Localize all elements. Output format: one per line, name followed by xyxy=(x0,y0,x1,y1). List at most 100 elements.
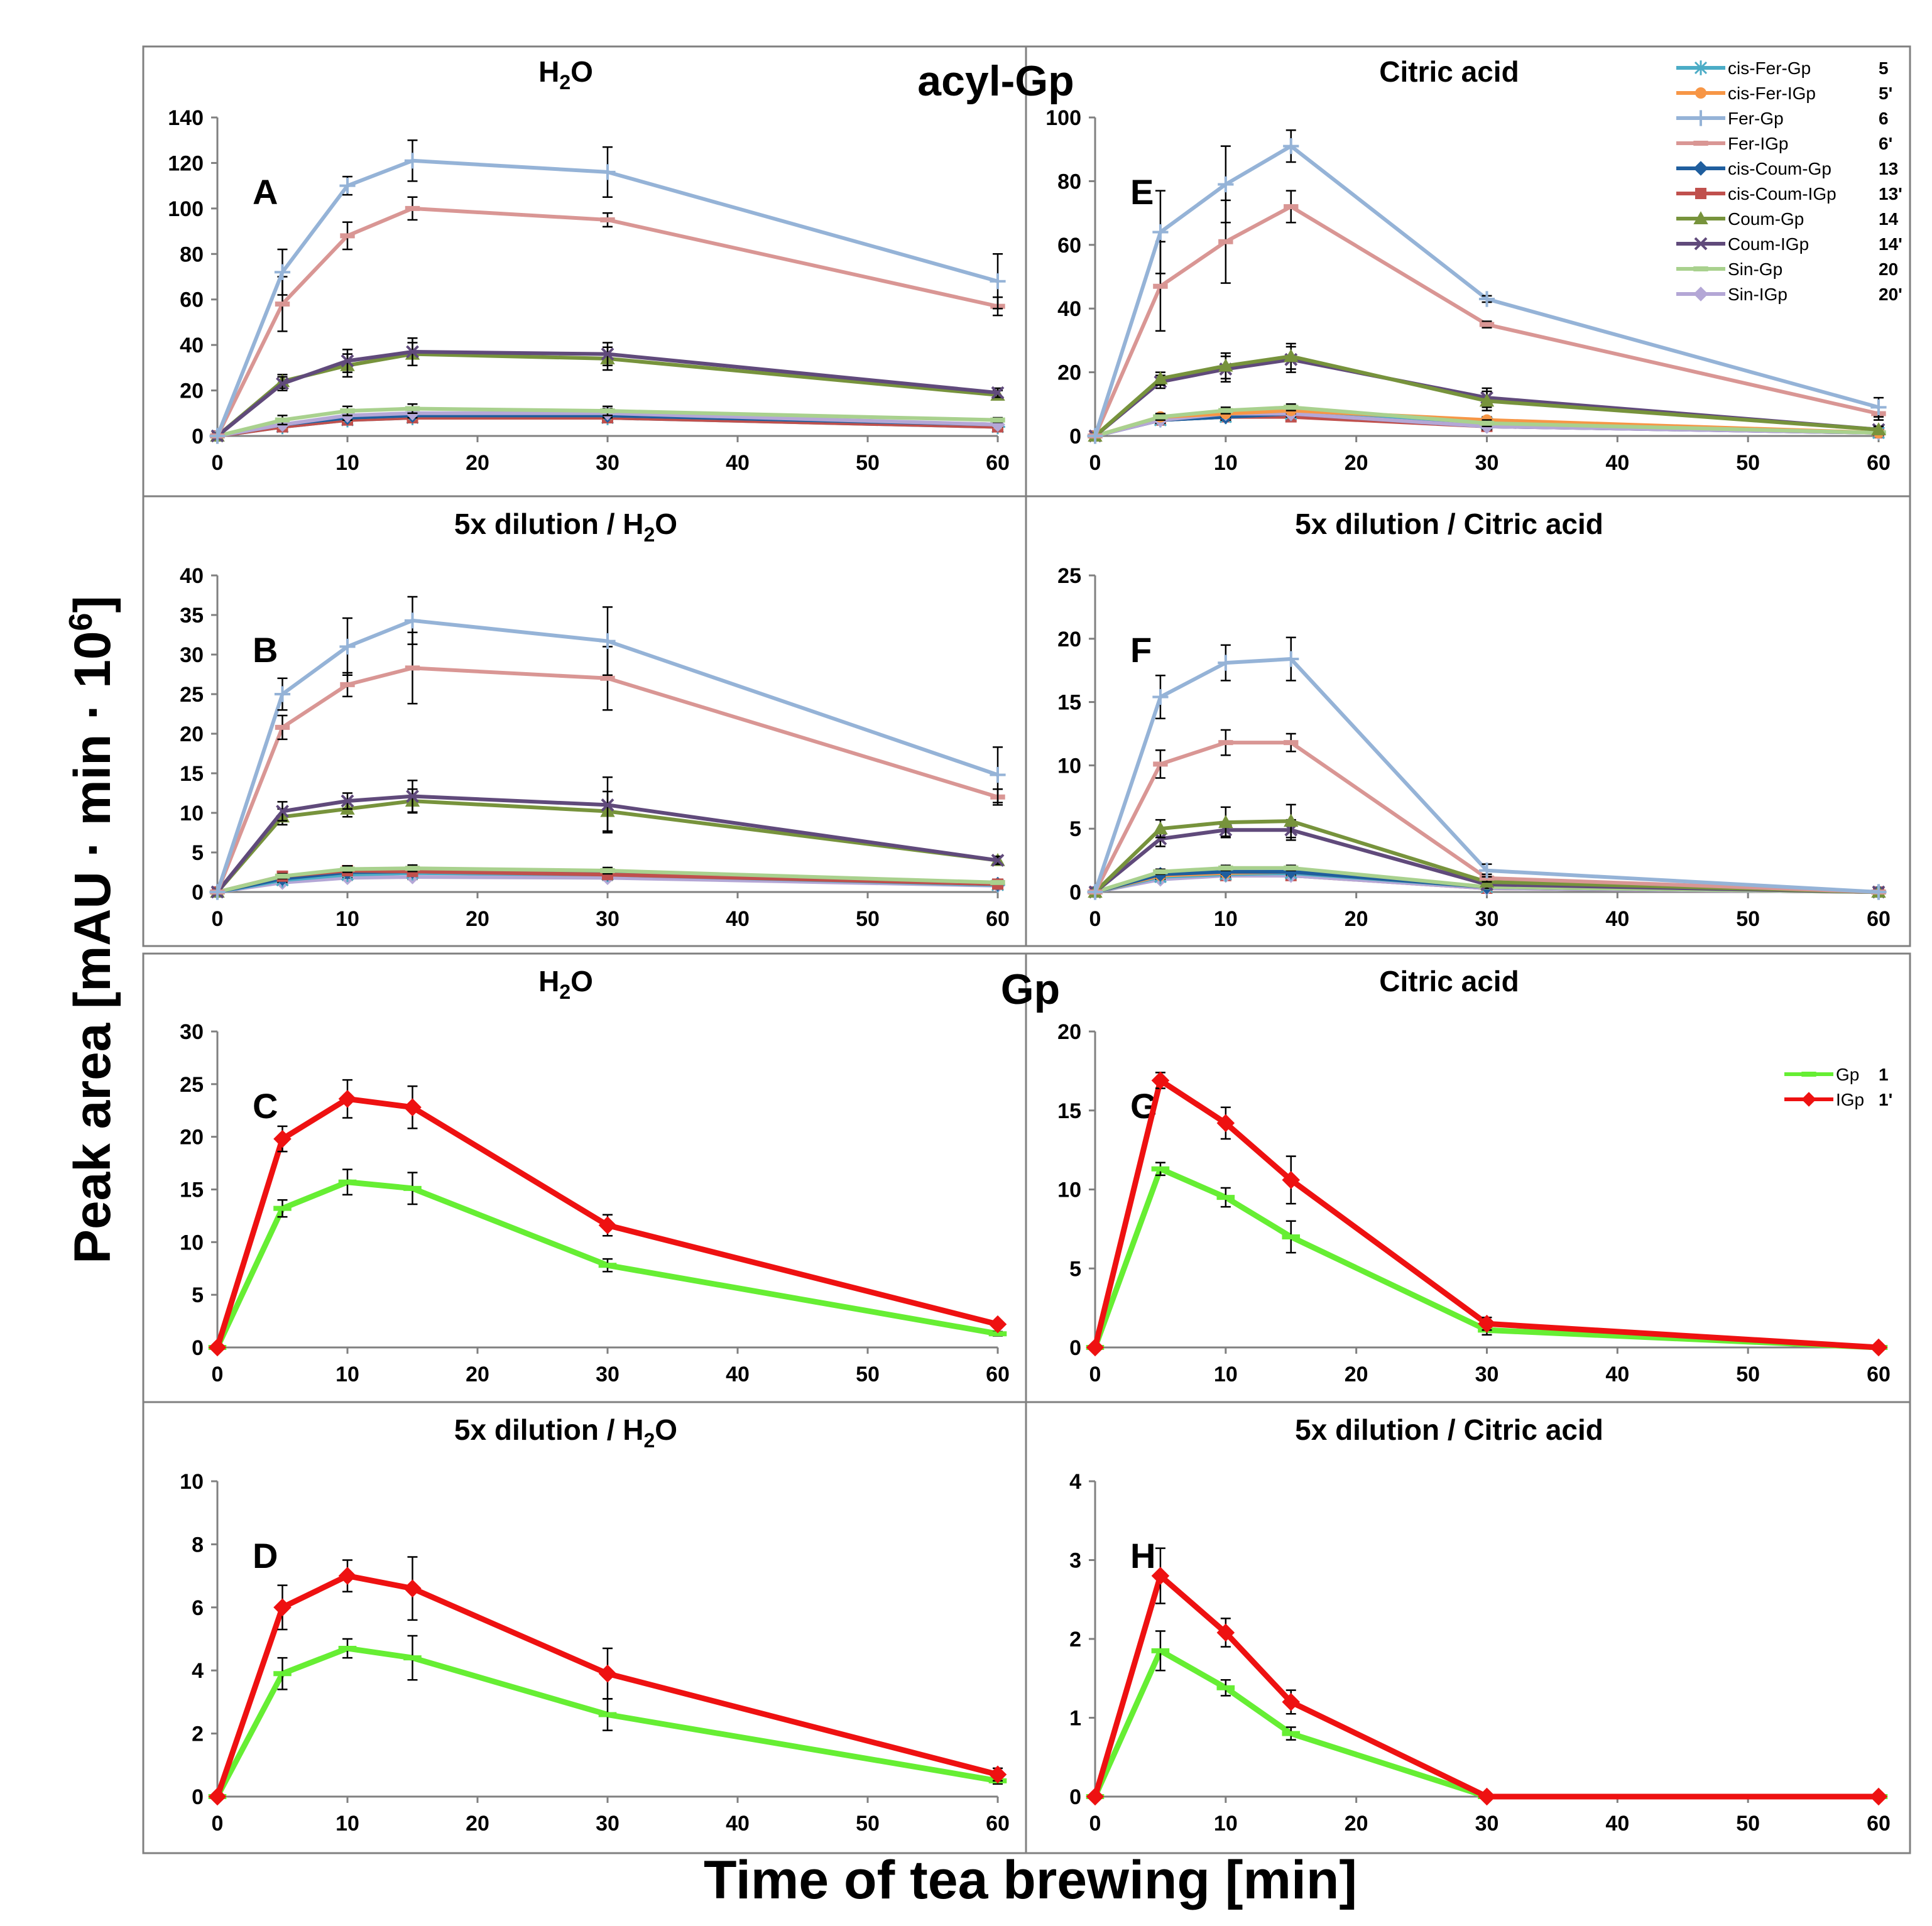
y-tick-label: 80 xyxy=(180,242,204,266)
data-point xyxy=(1478,291,1495,307)
x-tick-label: 60 xyxy=(1867,1363,1891,1386)
x-tick-label: 30 xyxy=(596,1363,619,1386)
x-tick-label: 50 xyxy=(856,907,880,931)
x-tick-label: 40 xyxy=(1605,1812,1629,1836)
y-tick-label: 0 xyxy=(1069,881,1081,905)
series-line xyxy=(214,1573,999,1798)
y-tick-label: 20 xyxy=(1057,361,1081,385)
legend-item-coum-gp: Coum-Gp 14 xyxy=(1676,209,1899,229)
y-tick-label: 0 xyxy=(192,425,204,449)
data-point xyxy=(599,633,616,650)
y-tick-label: 0 xyxy=(1069,1336,1081,1360)
series-gp xyxy=(208,1635,1007,1799)
y-tick-label: 25 xyxy=(180,1073,204,1097)
data-point xyxy=(1870,884,1887,900)
data-point xyxy=(208,1787,227,1806)
data-point xyxy=(991,386,1005,400)
x-tick-label: 0 xyxy=(1089,907,1101,931)
panel-title: Citric acid xyxy=(1379,965,1519,998)
series-line xyxy=(1093,741,1879,894)
series-line xyxy=(1092,1077,1879,1351)
y-tick-label: 10 xyxy=(1057,754,1081,778)
y-tick-label: 2 xyxy=(1069,1628,1081,1651)
data-point xyxy=(1284,349,1299,362)
legend-number: 20 xyxy=(1879,259,1898,279)
x-tick-label: 10 xyxy=(1214,451,1238,475)
data-point xyxy=(1478,862,1495,879)
data-point xyxy=(1871,422,1886,435)
legend-marker xyxy=(1801,1092,1816,1107)
data-point xyxy=(208,1338,227,1357)
x-tick-label: 60 xyxy=(986,907,1010,931)
legend-item-cis-fer-igp: cis-Fer-IGp 5' xyxy=(1676,84,1892,103)
data-point xyxy=(339,178,356,194)
data-point xyxy=(598,1664,617,1683)
x-tick-label: 60 xyxy=(1867,451,1891,475)
data-point xyxy=(1087,884,1103,900)
global-x-axis-label: Time of tea brewing [min] xyxy=(704,1850,1357,1910)
y-tick-label: 6 xyxy=(192,1596,204,1620)
y-tick-label: 15 xyxy=(180,762,204,786)
chart-panel-D: 5x dilution / H2O 0 2 4 6 8 10 0 10 20 30 40 50 60 D xyxy=(180,1413,1010,1836)
data-point xyxy=(1283,138,1299,155)
series-line xyxy=(216,350,998,438)
series-line xyxy=(1092,1166,1879,1351)
data-point xyxy=(991,854,1005,868)
series-sin-gp xyxy=(210,864,1005,895)
legend-label: cis-Coum-IGp xyxy=(1728,184,1836,204)
series-fer-igp xyxy=(1088,190,1886,438)
y-tick-label: 15 xyxy=(1057,1099,1081,1123)
series-line xyxy=(1094,828,1879,894)
data-point xyxy=(338,1567,357,1585)
legend-item-igp: IGp 1' xyxy=(1784,1090,1892,1109)
series-fer-igp xyxy=(210,196,1005,438)
y-tick-label: 5 xyxy=(1069,817,1081,841)
data-point xyxy=(1218,176,1234,193)
panel-letter: C xyxy=(253,1086,278,1126)
data-point xyxy=(990,417,1005,432)
legend-label: Fer-Gp xyxy=(1728,109,1784,128)
series-line xyxy=(216,794,998,893)
y-tick-label: 20 xyxy=(1057,1020,1081,1044)
data-point xyxy=(406,790,419,803)
chart-panel-E: Citric acid 0 20 40 60 80 100 0 10 20 30 40 50 60 E xyxy=(1045,55,1891,475)
legend-number: 6 xyxy=(1879,109,1889,128)
data-point xyxy=(406,345,419,359)
x-tick-label: 50 xyxy=(856,451,880,475)
series-igp xyxy=(1086,1547,1888,1806)
legend-item-cis-fer-gp: cis-Fer-Gp 5 xyxy=(1676,58,1889,78)
legend-marker xyxy=(1693,286,1708,302)
data-point xyxy=(1153,371,1168,384)
y-tick-label: 3 xyxy=(1069,1549,1081,1573)
data-point xyxy=(1284,813,1299,827)
chart-panel-B: 5x dilution / H2O 0 5 10 15 20 25 30 35 40 0 10 20 30… xyxy=(180,508,1010,931)
y-tick-label: 10 xyxy=(180,1231,204,1254)
legend-item-cis-coum-igp: cis-Coum-IGp 13' xyxy=(1676,184,1902,204)
series-igp xyxy=(1086,1071,1888,1357)
data-point xyxy=(1218,864,1233,879)
legend-number: 1' xyxy=(1879,1090,1892,1109)
legend-marker xyxy=(1693,211,1708,224)
series-igp xyxy=(208,1079,1007,1357)
y-label-main: Peak area [mAU · min · 10 xyxy=(64,631,121,1264)
y-tick-label: 5 xyxy=(1069,1257,1081,1281)
y-label-end: ] xyxy=(64,596,121,612)
legend-number: 14 xyxy=(1879,209,1899,229)
x-tick-label: 10 xyxy=(1214,1812,1238,1836)
data-point xyxy=(1869,1338,1888,1357)
data-point xyxy=(1283,651,1299,667)
x-tick-label: 60 xyxy=(1867,1812,1891,1836)
y-tick-label: 80 xyxy=(1057,170,1081,193)
series-coum-igp xyxy=(210,337,1005,443)
legend-item-fer-igp: Fer-IGp 6' xyxy=(1676,134,1892,153)
y-tick-label: 30 xyxy=(180,1020,204,1044)
data-point xyxy=(1479,393,1495,407)
data-point xyxy=(1284,864,1299,879)
legend-label: IGp xyxy=(1836,1090,1864,1109)
x-tick-label: 20 xyxy=(466,1363,489,1386)
x-tick-label: 60 xyxy=(986,451,1010,475)
legend-item-cis-coum-gp: cis-Coum-Gp 13 xyxy=(1676,159,1898,178)
panel-title: 5x dilution / H2O xyxy=(454,508,677,546)
series-line xyxy=(1094,354,1879,438)
